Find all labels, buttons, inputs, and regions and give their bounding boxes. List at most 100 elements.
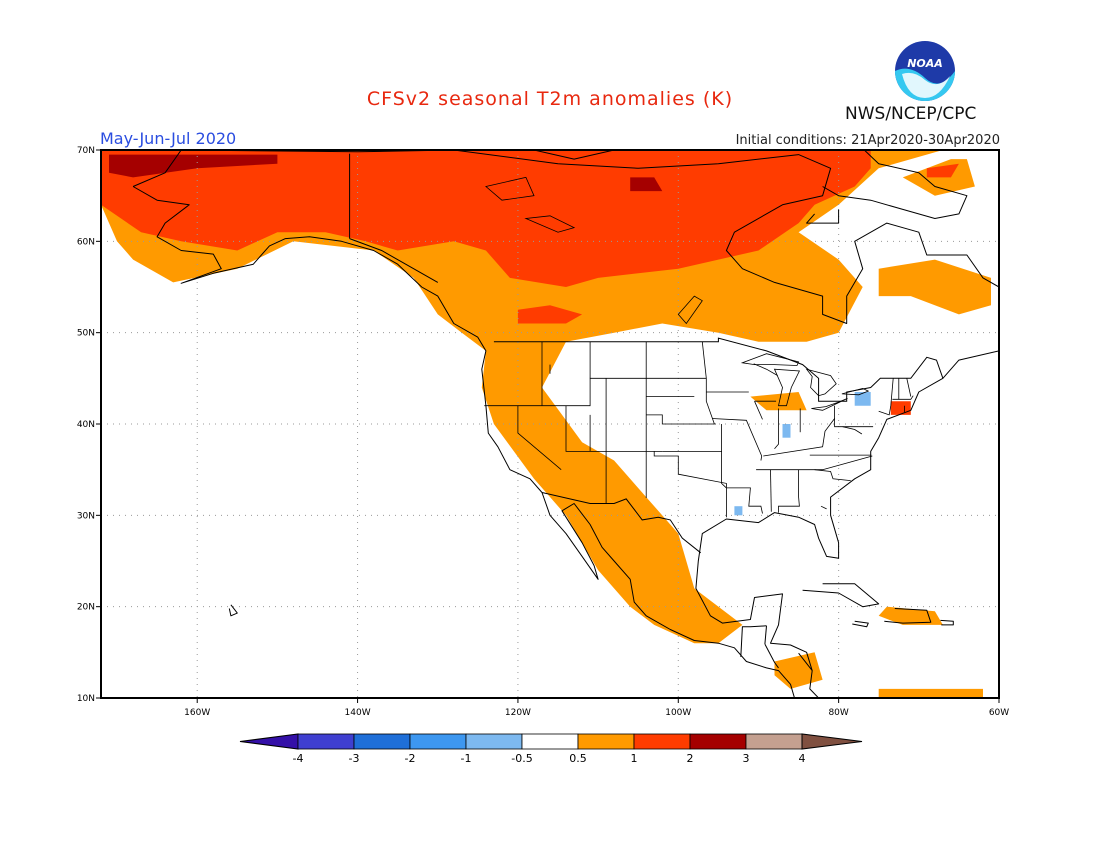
colorbar-label: -0.5 xyxy=(511,752,532,765)
state-line xyxy=(820,505,827,510)
anomaly-region-anom-2-3 xyxy=(109,154,278,178)
state-line xyxy=(878,378,894,416)
border-line xyxy=(493,337,944,402)
border-line xyxy=(764,643,779,669)
colorbar-segment xyxy=(297,733,355,750)
coastlines xyxy=(132,150,999,698)
state-line xyxy=(763,418,835,457)
initial-conditions-label: Initial conditions: 21Apr2020-30Apr2020 xyxy=(735,133,1000,148)
colorbar-segment xyxy=(465,733,523,750)
lat-tick-label: 60N xyxy=(77,237,95,247)
border-line xyxy=(541,492,702,554)
state-line xyxy=(726,487,763,514)
colorbar-label: -1 xyxy=(461,752,472,765)
colorbar-label: -2 xyxy=(405,752,416,765)
state-line xyxy=(774,408,779,449)
lat-tick-label: 50N xyxy=(77,329,95,339)
agency-label: NWS/NCEP/CPC xyxy=(845,104,977,124)
coastline xyxy=(132,186,795,698)
coastline xyxy=(806,209,840,224)
lon-tick-label: 140W xyxy=(345,708,371,718)
lat-tick-label: 30N xyxy=(77,511,95,521)
lake-outline xyxy=(740,353,800,366)
state-line xyxy=(678,473,727,518)
state-line xyxy=(834,405,874,428)
anomaly-region-anom-0-5-1 xyxy=(101,150,943,644)
colorbar-segment xyxy=(409,733,467,750)
state-line xyxy=(565,405,663,452)
anomaly-region-anom-2-3 xyxy=(630,177,663,192)
colorbar-label: 1 xyxy=(631,752,638,765)
anomaly-region-anom-neg-0-5-1 xyxy=(782,424,791,438)
coastline xyxy=(884,608,932,624)
graticule xyxy=(101,150,999,698)
country-borders xyxy=(349,153,944,671)
coastline xyxy=(852,620,869,628)
border-line xyxy=(764,625,767,645)
colorbar-segment xyxy=(689,733,747,750)
state-line xyxy=(778,469,800,513)
state-line xyxy=(646,414,716,425)
colorbar: -4 -3 -2 -1 -0.5 0.5 1 2 3 4 xyxy=(239,733,863,765)
longitude-ticks: 160W 140W 120W 100W 80W 60W xyxy=(184,698,1009,718)
lake-outline xyxy=(485,176,535,201)
lake-outline xyxy=(805,368,837,397)
colorbar-left-arrow xyxy=(239,733,299,750)
state-line xyxy=(721,424,727,489)
lat-tick-label: 20N xyxy=(77,603,95,613)
colorbar-label: 2 xyxy=(687,752,694,765)
coastline xyxy=(940,619,954,626)
anomaly-region-anom-0-5-1 xyxy=(878,259,991,315)
state-boundaries xyxy=(484,341,914,518)
lat-tick-label: 40N xyxy=(77,420,95,430)
coastline xyxy=(533,150,615,160)
state-line xyxy=(898,395,914,400)
anomaly-region-anom-neg-0-5-1 xyxy=(734,506,743,516)
colorbar-label: -4 xyxy=(293,752,304,765)
colorbar-label: 0.5 xyxy=(569,752,587,765)
colorbar-segment xyxy=(521,733,579,750)
state-line xyxy=(906,378,912,397)
logo-text: NOAA xyxy=(907,57,943,70)
lake-outline xyxy=(841,387,870,396)
lon-tick-label: 100W xyxy=(665,708,691,718)
lon-tick-label: 160W xyxy=(184,708,210,718)
state-line xyxy=(754,401,763,420)
coastline xyxy=(228,604,238,617)
border-line xyxy=(349,238,439,283)
lake-outline xyxy=(811,398,848,411)
colorbar-label: 3 xyxy=(743,752,750,765)
state-line xyxy=(892,378,900,400)
anomaly-region-anom-1-2 xyxy=(517,305,583,324)
state-line xyxy=(653,451,679,475)
latitude-ticks: 70N 60N 50N 40N 30N 20N 10N xyxy=(77,146,101,704)
coastline xyxy=(132,150,999,698)
map-title: CFSv2 seasonal T2m anomalies (K) xyxy=(366,88,734,110)
border-line xyxy=(798,652,813,671)
lon-tick-label: 120W xyxy=(505,708,531,718)
state-line xyxy=(753,363,778,376)
lake-outline xyxy=(524,215,576,233)
coastline xyxy=(802,583,880,608)
lat-tick-label: 70N xyxy=(77,146,95,156)
anomaly-region-anom-neg-0-5-1 xyxy=(854,392,871,406)
border-line xyxy=(740,625,767,657)
anomaly-region-anom-1-2 xyxy=(926,163,959,178)
lon-tick-label: 80W xyxy=(828,708,848,718)
state-line xyxy=(711,418,763,461)
noaa-logo-icon: NOAA xyxy=(895,41,955,101)
state-line xyxy=(517,405,562,471)
colorbar-segment xyxy=(353,733,411,750)
state-line xyxy=(701,341,715,425)
lake-outline xyxy=(773,368,801,407)
colorbar-segment xyxy=(577,733,635,750)
state-line xyxy=(814,469,851,481)
lon-tick-label: 60W xyxy=(989,708,1009,718)
state-line xyxy=(756,455,873,471)
colorbar-right-arrow xyxy=(801,733,863,750)
state-line xyxy=(842,426,863,435)
state-line xyxy=(770,469,772,512)
colorbar-label: 4 xyxy=(799,752,806,765)
season-label: May-Jun-Jul 2020 xyxy=(100,129,237,148)
